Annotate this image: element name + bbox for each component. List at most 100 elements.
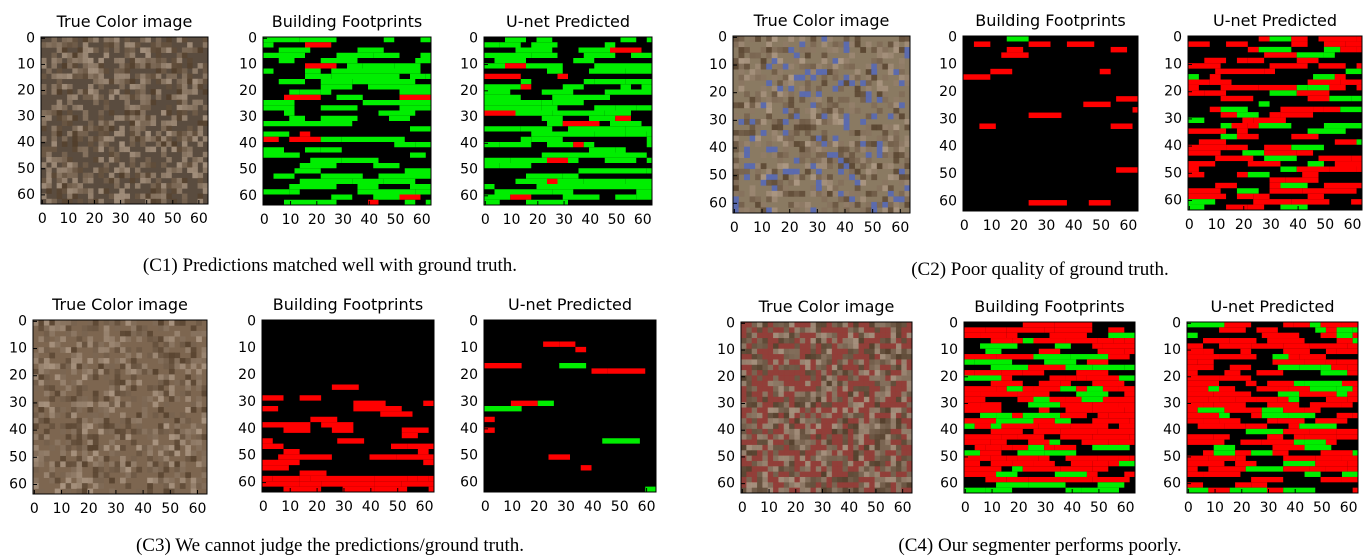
image-pixel	[816, 97, 822, 103]
image-pixel	[38, 336, 44, 342]
image-pixel	[853, 327, 859, 333]
image-pixel	[191, 489, 197, 495]
image-pixel	[832, 424, 838, 430]
image-pixel	[746, 338, 752, 344]
image-pixel	[263, 147, 284, 152]
image-pixel	[263, 69, 274, 74]
image-pixel	[822, 152, 828, 158]
image-pixel	[594, 63, 631, 68]
image-pixel	[964, 354, 996, 359]
image-pixel	[145, 58, 151, 64]
image-pixel	[158, 320, 164, 326]
image-pixel	[125, 53, 131, 59]
image-pixel	[72, 194, 78, 200]
image-pixel	[66, 472, 72, 478]
image-pixel	[773, 429, 779, 435]
image-pixel	[62, 84, 68, 90]
image-pixel	[864, 327, 870, 333]
image-pixel	[171, 183, 177, 189]
image-pixel	[1050, 333, 1087, 338]
image-pixel	[746, 343, 752, 349]
subplot: Building Footprints001010202030304040505…	[238, 295, 434, 515]
image-pixel	[901, 354, 907, 360]
image-pixel	[848, 333, 854, 339]
image-pixel	[182, 53, 188, 59]
image-pixel	[885, 418, 891, 424]
image-pixel	[788, 86, 794, 92]
image-pixel	[1230, 488, 1267, 493]
image-pixel	[757, 450, 763, 456]
image-pixel	[151, 100, 157, 106]
image-pixel	[744, 91, 750, 97]
image-pixel	[305, 74, 331, 79]
image-pixel	[849, 141, 855, 147]
image-pixel	[55, 440, 61, 446]
image-pixel	[766, 80, 772, 86]
image-pixel	[800, 386, 806, 392]
image-pixel	[62, 121, 68, 127]
image-pixel	[907, 370, 913, 376]
image-pixel	[125, 472, 131, 478]
image-pixel	[871, 207, 877, 213]
image-pixel	[1278, 397, 1289, 402]
image-pixel	[810, 424, 816, 430]
image-pixel	[185, 429, 191, 435]
image-pixel	[752, 365, 758, 371]
image-pixel	[1337, 338, 1353, 343]
y-tick-label: 30	[238, 394, 256, 410]
image-pixel	[844, 174, 850, 180]
image-pixel	[733, 42, 739, 48]
image-pixel	[104, 407, 110, 413]
image-pixel	[161, 194, 167, 200]
image-pixel	[1342, 402, 1353, 407]
image-pixel	[816, 64, 822, 70]
image-pixel	[521, 137, 532, 142]
image-pixel	[185, 380, 191, 386]
image-pixel	[1342, 472, 1358, 477]
image-pixel	[904, 80, 910, 86]
image-pixel	[864, 402, 870, 408]
image-pixel	[805, 322, 811, 328]
image-pixel	[579, 95, 611, 100]
image-pixel	[757, 461, 763, 467]
image-pixel	[869, 408, 875, 414]
image-pixel	[822, 191, 828, 197]
image-pixel	[964, 440, 991, 445]
image-pixel	[784, 477, 790, 483]
image-pixel	[87, 423, 93, 429]
image-pixel	[768, 391, 774, 397]
image-pixel	[77, 402, 83, 408]
image-pixel	[800, 429, 806, 435]
image-pixel	[805, 440, 811, 446]
image-pixel	[592, 368, 608, 373]
y-tick-label: 20	[940, 369, 958, 385]
image-pixel	[82, 385, 88, 391]
image-pixel	[875, 456, 881, 462]
image-pixel	[549, 454, 571, 459]
image-pixel	[1033, 397, 1049, 402]
image-pixel	[196, 429, 202, 435]
image-pixel	[158, 385, 164, 391]
image-pixel	[71, 369, 77, 375]
image-pixel	[484, 417, 495, 422]
x-tick-label: 50	[1090, 500, 1108, 516]
image-pixel	[1253, 118, 1275, 123]
image-pixel	[896, 461, 902, 467]
image-pixel	[783, 75, 789, 81]
image-pixel	[746, 434, 752, 440]
y-tick-label: 10	[460, 57, 478, 73]
image-pixel	[415, 142, 431, 147]
image-pixel	[191, 331, 197, 337]
image-pixel	[869, 322, 875, 328]
image-pixel	[169, 353, 175, 359]
image-pixel	[827, 391, 833, 397]
image-pixel	[98, 147, 104, 153]
image-pixel	[750, 130, 756, 136]
image-pixel	[810, 64, 816, 70]
image-pixel	[1224, 370, 1240, 375]
image-pixel	[1092, 461, 1108, 466]
image-pixel	[891, 466, 897, 472]
image-pixel	[757, 456, 763, 462]
image-pixel	[44, 369, 50, 375]
image-pixel	[772, 207, 778, 213]
